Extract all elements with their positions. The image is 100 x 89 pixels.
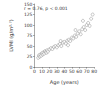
svg-text:40: 40	[61, 69, 67, 74]
svg-text:150: 150	[24, 2, 33, 7]
svg-text:70: 70	[84, 69, 90, 74]
svg-text:80: 80	[91, 69, 97, 74]
svg-text:60: 60	[76, 69, 82, 74]
svg-text:0: 0	[33, 69, 36, 74]
svg-text:Age (years): Age (years)	[50, 79, 79, 86]
svg-text:125: 125	[24, 12, 33, 17]
svg-text:25: 25	[27, 54, 33, 59]
svg-text:50: 50	[69, 69, 75, 74]
svg-text:10: 10	[39, 69, 45, 74]
svg-text:75: 75	[27, 33, 33, 38]
svg-text:0: 0	[29, 64, 33, 70]
svg-text:100: 100	[24, 23, 33, 28]
svg-text:r = 0.76, p < 0.001: r = 0.76, p < 0.001	[24, 6, 68, 11]
svg-text:LVMI (g/m²·⁷): LVMI (g/m²·⁷)	[8, 19, 15, 51]
svg-text:50: 50	[27, 44, 33, 49]
svg-text:20: 20	[47, 69, 53, 74]
svg-text:30: 30	[54, 69, 60, 74]
